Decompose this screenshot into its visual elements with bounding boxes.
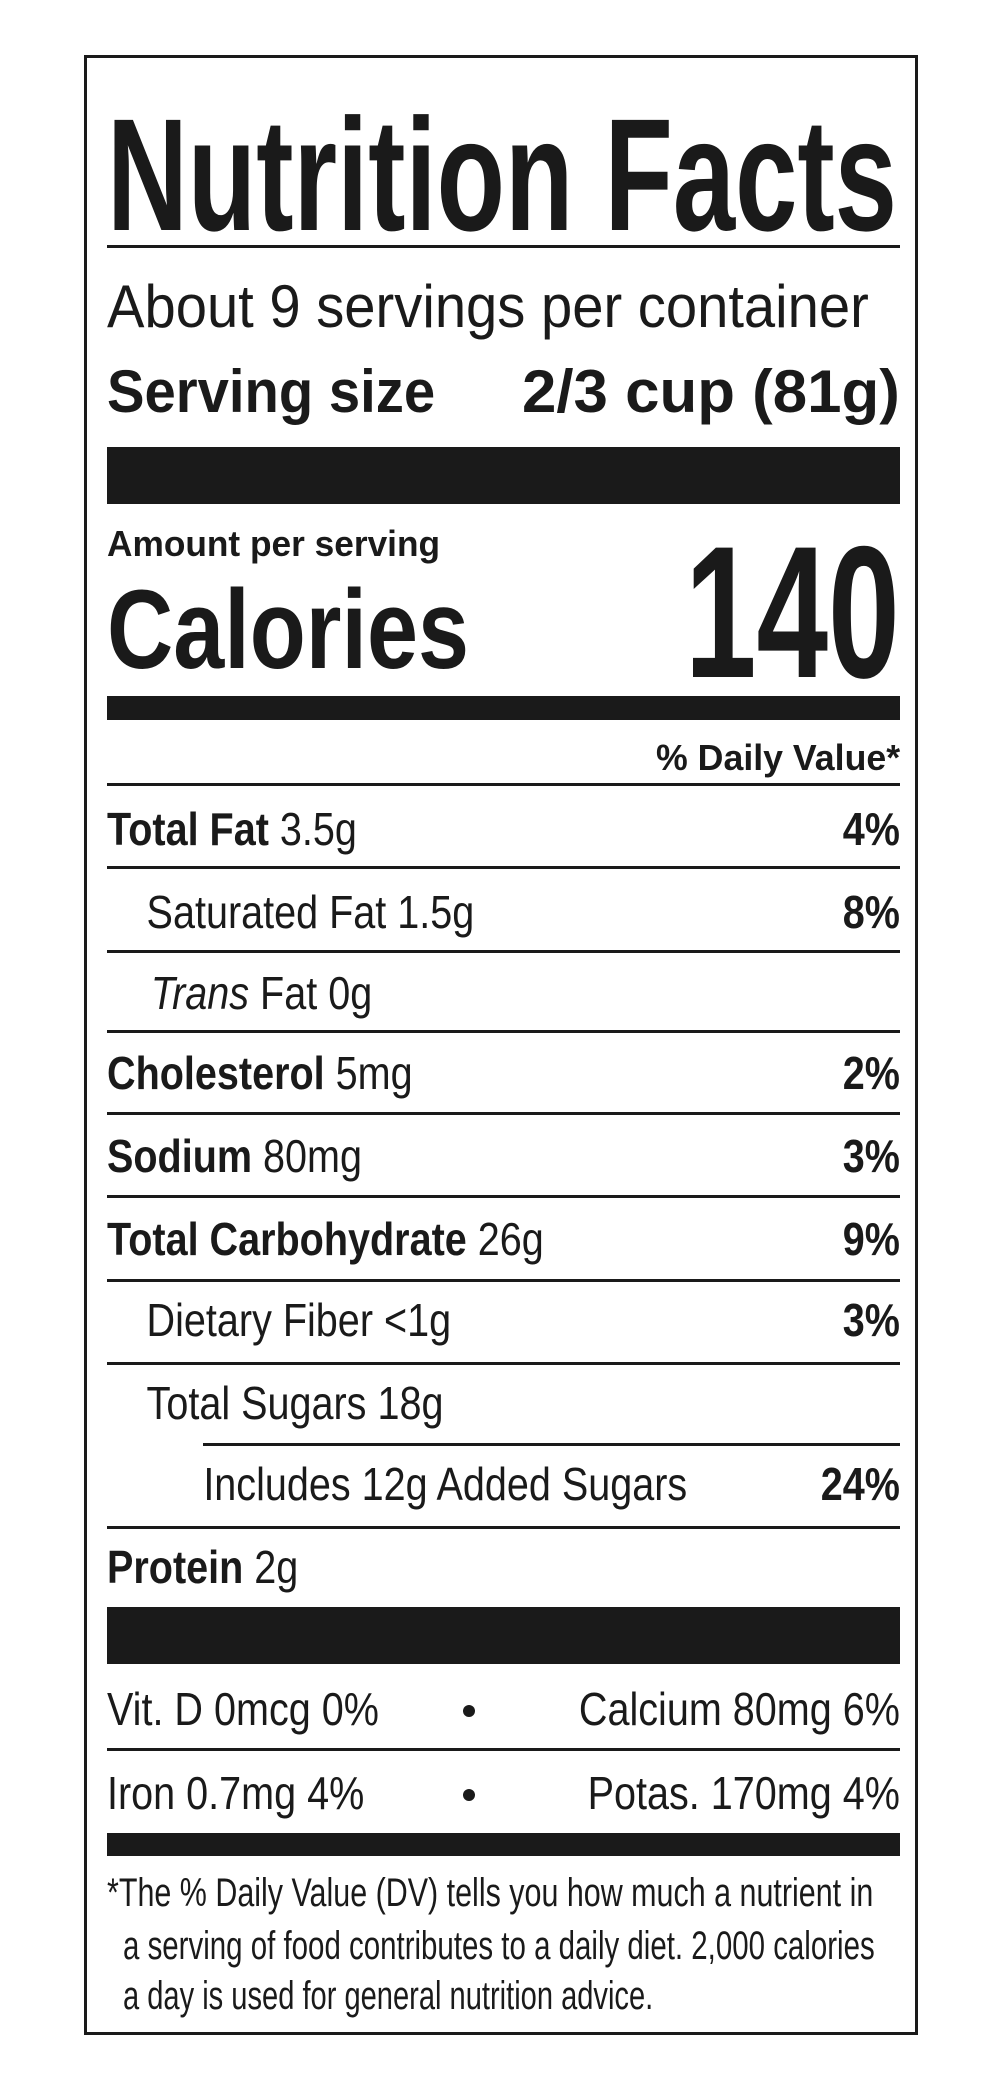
- micronutrient-row: Iron 0.7mg 4% Potas. 170mg 4%: [107, 1766, 900, 1820]
- nutrient-dv: 2%: [842, 1047, 900, 1099]
- servings-per-container: About 9 servings per container: [107, 273, 869, 340]
- nutrient-name: Saturated Fat: [146, 886, 387, 938]
- nutrient-name: Trans: [150, 967, 250, 1019]
- medium-divider: [107, 1833, 900, 1856]
- nutrient-amount: 5mg: [335, 1047, 413, 1099]
- divider: [107, 783, 900, 786]
- divider: [107, 1526, 900, 1529]
- potassium: Potas. 170mg 4%: [587, 1767, 900, 1819]
- daily-value-header: % Daily Value*: [655, 737, 900, 778]
- nutrient-name: Protein: [107, 1541, 244, 1593]
- divider: [107, 950, 900, 953]
- calories-value: 140: [685, 507, 900, 717]
- nutrient-amount: 3.5g: [279, 803, 357, 855]
- nutrient-amount: 1.5g: [397, 886, 475, 938]
- bullet-separator: [463, 1705, 475, 1717]
- serving-size-value: 2/3 cup (81g): [522, 358, 900, 425]
- footnote-line: *The % Daily Value (DV) tells you how mu…: [107, 1871, 874, 1915]
- iron: Iron 0.7mg 4%: [107, 1767, 365, 1819]
- nutrient-dv: 24%: [820, 1458, 900, 1510]
- divider: [107, 1195, 900, 1198]
- nutrient-row-protein: Protein 2g: [107, 1540, 900, 1594]
- divider: [107, 245, 900, 248]
- nutrient-name-suffix: Fat: [260, 967, 318, 1019]
- nutrient-amount: 18g: [377, 1377, 444, 1429]
- calories-label: Calories: [107, 567, 469, 692]
- serving-size-label: Serving size: [107, 358, 436, 425]
- nutrient-name: Sodium: [107, 1130, 253, 1182]
- nutrient-dv: 8%: [842, 886, 900, 938]
- divider: [107, 1112, 900, 1115]
- nutrient-name: Total Fat: [107, 803, 269, 855]
- nutrient-dv: 4%: [842, 803, 900, 855]
- vitamin-d: Vit. D 0mcg 0%: [107, 1683, 379, 1735]
- nutrient-row-cholesterol: Cholesterol 5mg 2%: [107, 1046, 900, 1100]
- divider: [107, 1748, 900, 1751]
- nutrient-name: Total Sugars: [146, 1377, 367, 1429]
- nutrient-row-sodium: Sodium 80mg 3%: [107, 1129, 900, 1183]
- nutrient-amount: <1g: [383, 1294, 452, 1346]
- label-title: Nutrition Facts: [107, 85, 897, 264]
- thick-divider: [107, 1607, 900, 1664]
- divider: [107, 1030, 900, 1033]
- nutrient-row-total-carbohydrate: Total Carbohydrate 26g 9%: [107, 1212, 900, 1266]
- calcium: Calcium 80mg 6%: [578, 1683, 900, 1735]
- medium-divider: [107, 696, 900, 720]
- nutrient-amount: 2g: [254, 1541, 299, 1593]
- divider: [203, 1443, 900, 1446]
- nutrient-name: Dietary Fiber: [146, 1294, 373, 1346]
- nutrient-row-dietary-fiber: Dietary Fiber <1g 3%: [107, 1293, 900, 1347]
- nutrient-amount: 0g: [328, 967, 373, 1019]
- nutrient-row-added-sugars: Includes 12g Added Sugars 24%: [107, 1457, 900, 1511]
- nutrient-name: Cholesterol: [107, 1047, 325, 1099]
- divider: [107, 1362, 900, 1365]
- nutrient-name: Includes 12g Added Sugars: [203, 1458, 688, 1510]
- nutrient-amount: 26g: [477, 1213, 544, 1265]
- nutrient-row-total-fat: Total Fat 3.5g 4%: [107, 802, 900, 856]
- footnote-line: a day is used for general nutrition advi…: [123, 1974, 654, 2018]
- nutrient-dv: 3%: [842, 1294, 900, 1346]
- nutrient-dv: 3%: [842, 1130, 900, 1182]
- nutrient-name: Total Carbohydrate: [107, 1213, 467, 1265]
- footnote-line: a serving of food contributes to a daily…: [123, 1924, 875, 1968]
- bullet-separator: [463, 1789, 475, 1801]
- nutrient-amount: 80mg: [263, 1130, 363, 1182]
- amount-per-serving: Amount per serving: [107, 523, 441, 564]
- micronutrient-row: Vit. D 0mcg 0% Calcium 80mg 6%: [107, 1682, 900, 1736]
- nutrient-dv: 9%: [842, 1213, 900, 1265]
- nutrient-row-saturated-fat: Saturated Fat 1.5g 8%: [107, 885, 900, 939]
- nutrient-row-total-sugars: Total Sugars 18g: [107, 1376, 900, 1430]
- divider: [107, 866, 900, 869]
- thick-divider: [107, 447, 900, 504]
- divider: [107, 1279, 900, 1282]
- label-border: [84, 55, 918, 2035]
- nutrient-row-trans-fat: Trans Fat 0g: [107, 966, 900, 1020]
